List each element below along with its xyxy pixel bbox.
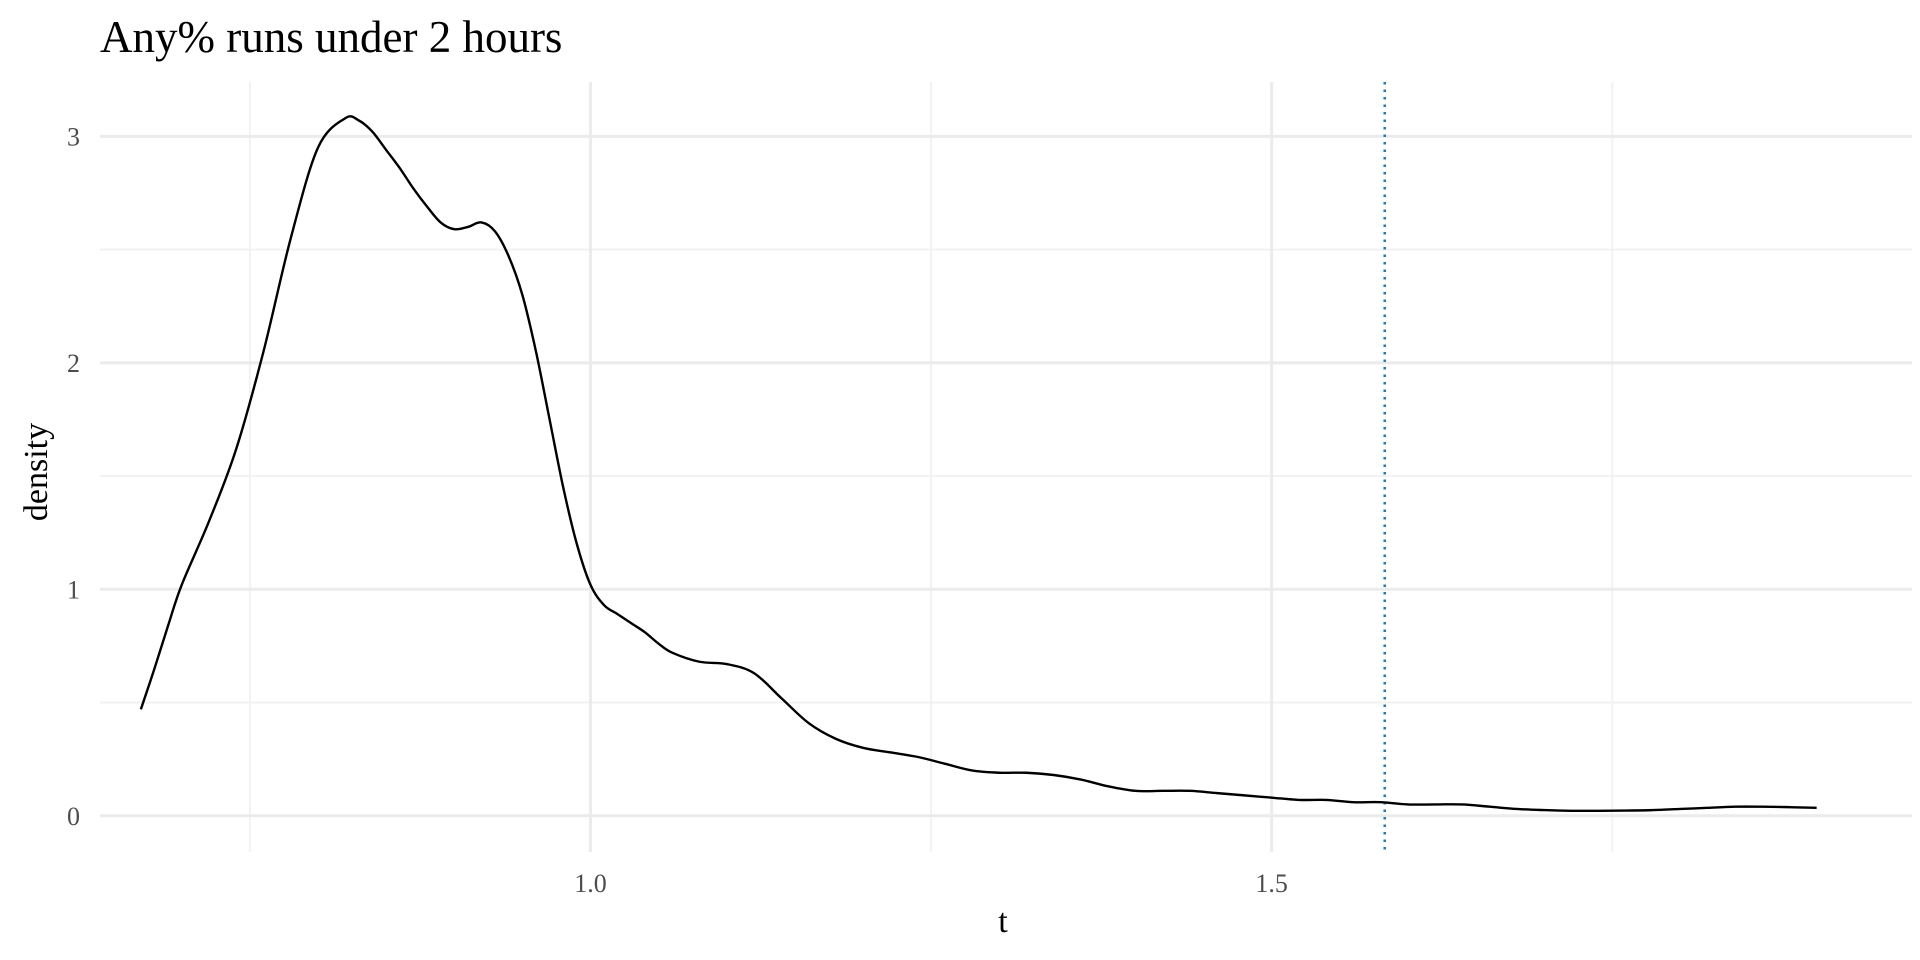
series-layer: [139, 115, 1817, 813]
x-tick-label: 1.5: [1255, 869, 1288, 898]
major-gridlines: [100, 82, 1912, 852]
y-axis-ticks: 0 1 2 3: [67, 122, 80, 830]
minor-gridlines: [100, 82, 1912, 852]
x-axis-title: t: [998, 903, 1008, 940]
y-axis-title: density: [18, 423, 55, 521]
y-tick-label: 2: [67, 349, 80, 378]
chart-title: Any% runs under 2 hours: [100, 12, 562, 62]
y-tick-label: 0: [67, 802, 80, 831]
x-axis-ticks: 1.0 1.5: [574, 869, 1288, 898]
x-tick-label: 1.0: [574, 869, 607, 898]
y-tick-label: 1: [67, 575, 80, 604]
y-tick-label: 3: [67, 122, 80, 151]
density-series-line: [139, 115, 1817, 813]
